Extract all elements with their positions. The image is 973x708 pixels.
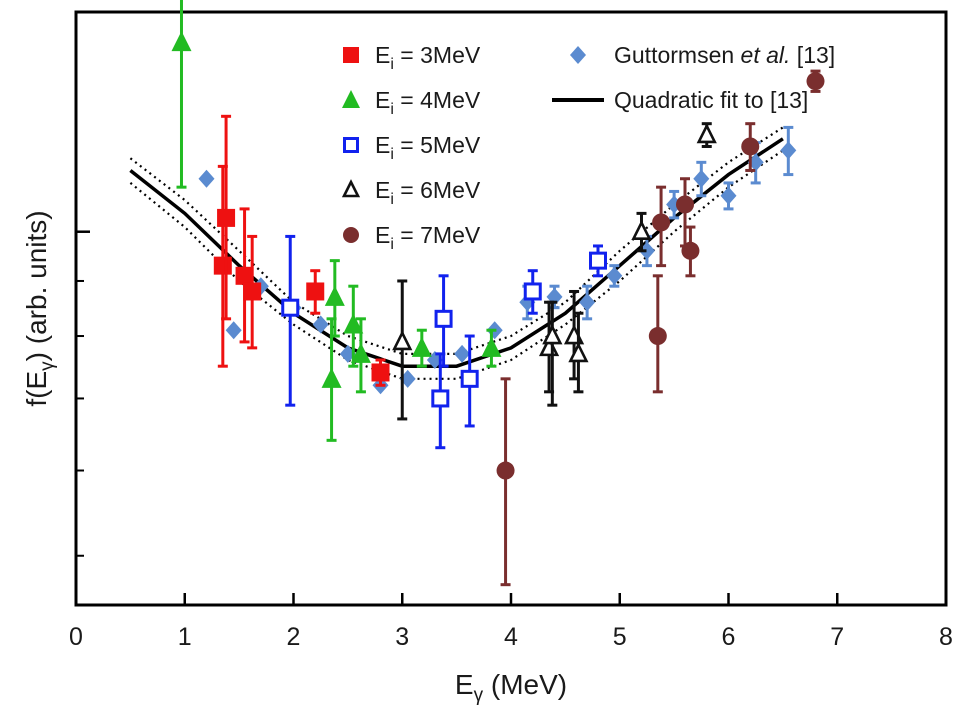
legend-label-rest: = 5MeV: [394, 132, 481, 158]
y-axis: [76, 232, 90, 556]
marker-triangle: [412, 337, 432, 357]
marker-circle: [807, 72, 825, 90]
legend-label-main: E: [375, 222, 390, 248]
marker-square-open: [345, 139, 358, 152]
legend-label: Ei = 4MeV: [375, 87, 481, 118]
marker-triangle-open: [699, 126, 715, 142]
marker-triangle-open: [544, 327, 560, 343]
x-axis: 0 1 2 3 4 5 6 7 8: [69, 593, 953, 651]
plot-border: [76, 12, 946, 605]
marker-diamond: [226, 321, 242, 339]
marker-diamond: [780, 141, 796, 159]
legend-label-main: E: [375, 42, 390, 68]
marker-square-open: [525, 284, 540, 299]
y-axis-title-unit: ) (arb. units): [21, 210, 52, 361]
marker-square: [243, 282, 261, 300]
x-axis-title: Eγ (MeV): [455, 669, 567, 706]
legend-label-main: E: [375, 87, 390, 113]
legend-label: Guttormsen et al. [13]: [614, 42, 835, 68]
legend-label: Ei = 3MeV: [375, 42, 481, 73]
marker-circle: [649, 327, 667, 345]
marker-square-open: [436, 311, 451, 326]
x-axis-title-sub: γ: [474, 685, 484, 706]
series-0: [214, 116, 390, 385]
marker-square-open: [283, 300, 298, 315]
x-axis-title-main: E: [455, 669, 474, 700]
x-tick-label: 4: [504, 623, 518, 651]
marker-triangle: [171, 31, 191, 51]
legend-label-rest: = 7MeV: [394, 222, 481, 248]
marker-square: [343, 47, 359, 63]
marker-circle: [741, 137, 759, 155]
marker-triangle: [481, 337, 501, 357]
marker-circle: [497, 462, 515, 480]
marker-square: [217, 209, 235, 227]
marker-triangle: [322, 368, 342, 388]
marker-triangle: [325, 286, 345, 306]
legend-label-italic: et al.: [741, 42, 791, 68]
marker-circle: [652, 213, 670, 231]
marker-diamond: [579, 293, 595, 311]
legend: Ei = 3MeV Ei = 4MeV Ei = 5MeV Ei = 6MeV Ei =…: [342, 42, 835, 253]
marker-triangle-open: [394, 333, 410, 349]
marker-square-open: [591, 253, 606, 268]
series-3: [394, 124, 715, 419]
x-tick-label: 7: [830, 623, 844, 651]
marker-diamond: [454, 345, 470, 363]
legend-label: Quadratic fit to [13]: [614, 87, 808, 113]
marker-circle: [676, 195, 694, 213]
x-tick-label: 2: [287, 623, 301, 651]
legend-label-rest: = 6MeV: [394, 177, 481, 203]
legend-label: Ei = 7MeV: [375, 222, 481, 253]
y-axis-title-sub: γ: [37, 361, 58, 371]
legend-label: Ei = 6MeV: [375, 177, 481, 208]
marker-triangle-open: [634, 223, 650, 239]
marker-triangle-open: [344, 182, 358, 196]
marker-diamond: [199, 170, 215, 188]
legend-label-main: Guttormsen: [614, 42, 741, 68]
y-axis-title: f(Eγ) (arb. units): [21, 210, 58, 406]
legend-label-rest: = 4MeV: [394, 87, 481, 113]
legend-label-main: E: [375, 177, 390, 203]
marker-square: [372, 363, 390, 381]
plot-frame: [76, 12, 946, 605]
marker-diamond: [693, 170, 709, 188]
series-4: [497, 71, 825, 585]
x-axis-title-unit: (MeV): [483, 669, 567, 700]
marker-diamond: [606, 267, 622, 285]
x-tick-label: 0: [69, 623, 83, 651]
marker-diamond: [313, 315, 329, 333]
marker-square-open: [433, 391, 448, 406]
x-tick-label: 8: [939, 623, 953, 651]
marker-diamond: [570, 46, 586, 64]
x-tick-label: 3: [395, 623, 409, 651]
marker-triangle: [342, 90, 360, 108]
y-axis-title-main: f(E: [21, 371, 52, 407]
marker-square: [214, 257, 232, 275]
marker-circle: [343, 227, 359, 243]
legend-label-main: E: [375, 132, 390, 158]
x-tick-label: 5: [613, 623, 627, 651]
x-tick-label: 6: [722, 623, 736, 651]
legend-label-rest: [13]: [790, 42, 835, 68]
marker-diamond: [721, 187, 737, 205]
marker-circle: [681, 242, 699, 260]
marker-square-open: [462, 371, 477, 386]
x-tick-label: 1: [178, 623, 192, 651]
legend-label: Ei = 5MeV: [375, 132, 481, 163]
legend-label-rest: = 3MeV: [394, 42, 481, 68]
marker-square: [306, 282, 324, 300]
